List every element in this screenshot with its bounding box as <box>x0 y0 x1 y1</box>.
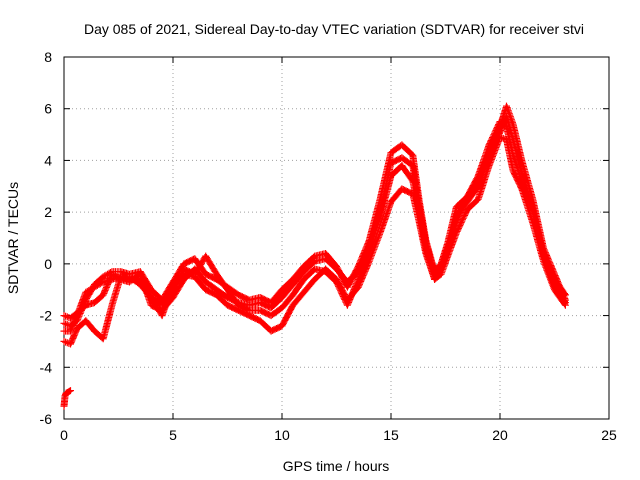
x-tick-label: 10 <box>274 427 290 443</box>
x-tick-label: 20 <box>492 427 508 443</box>
plot-frame <box>63 56 610 420</box>
point-markers <box>60 387 74 410</box>
series-outliers <box>60 387 74 410</box>
y-tick-label: 6 <box>44 101 52 117</box>
series-track-a <box>60 133 569 322</box>
y-tick-label: 2 <box>44 204 52 220</box>
x-tick-label: 5 <box>169 427 177 443</box>
x-tick-label: 25 <box>601 427 617 443</box>
series-track-d <box>60 113 569 335</box>
x-axis-label: GPS time / hours <box>283 458 390 474</box>
x-tick-label: 15 <box>383 427 399 443</box>
y-tick-label: 0 <box>44 256 52 272</box>
x-tick-label: 0 <box>60 427 68 443</box>
grid <box>64 57 609 419</box>
y-axis-label: SDTVAR / TECUs <box>5 182 21 294</box>
data-points <box>60 102 569 410</box>
point-markers <box>60 133 569 322</box>
y-tick-label: -2 <box>40 308 53 324</box>
y-tick-label: -6 <box>40 411 53 427</box>
axis-ticks: 0 5 10 15 20 25 -6 -4 -2 0 2 4 6 8 <box>40 49 617 443</box>
point-markers <box>60 113 569 335</box>
y-tick-label: 4 <box>44 152 52 168</box>
y-tick-label: -4 <box>40 359 53 375</box>
chart-title: Day 085 of 2021, Sidereal Day-to-day VTE… <box>84 21 584 37</box>
y-tick-label: 8 <box>44 49 52 65</box>
